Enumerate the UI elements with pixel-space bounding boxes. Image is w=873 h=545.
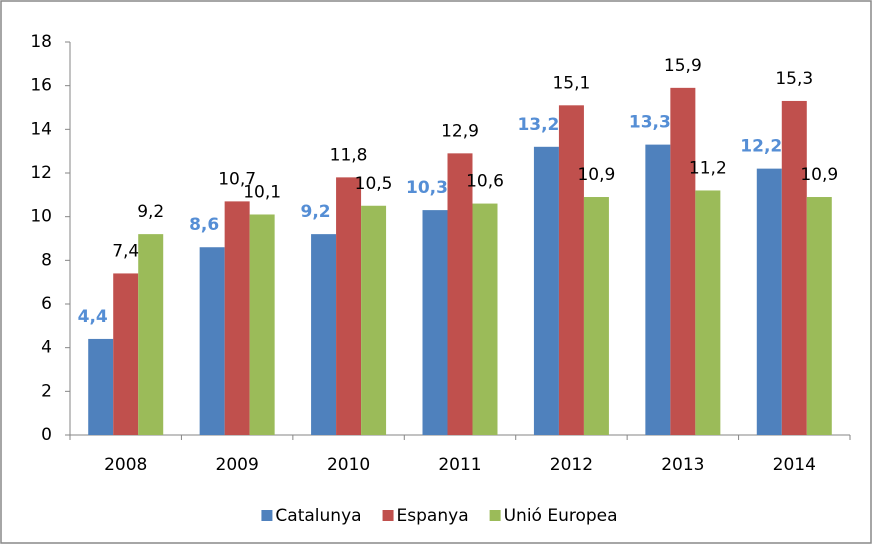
x-tick-label: 2011: [438, 455, 481, 475]
data-label: 10,9: [577, 165, 615, 185]
bar: [756, 168, 782, 435]
bar: [422, 210, 448, 435]
legend-swatch: [382, 510, 394, 521]
bar: [472, 203, 498, 435]
data-label: 13,2: [517, 115, 559, 135]
legend-swatch: [489, 510, 501, 521]
bar: [533, 146, 559, 436]
data-label: 12,2: [740, 137, 782, 157]
y-tick-label: 12: [30, 163, 52, 183]
y-tick-label: 10: [30, 207, 52, 227]
data-label: 9,2: [301, 202, 331, 222]
data-label: 10,3: [406, 178, 448, 198]
x-tick-label: 2012: [550, 455, 593, 475]
bar: [311, 234, 337, 435]
legend-label: Catalunya: [275, 506, 361, 526]
data-label: 10,1: [243, 182, 281, 202]
y-tick-label: 16: [30, 76, 52, 96]
data-label: 15,3: [775, 69, 813, 89]
x-tick-label: 2014: [773, 455, 816, 475]
y-tick-label: 14: [30, 119, 52, 139]
bar: [695, 190, 721, 435]
legend-label: Unió Europea: [504, 506, 618, 526]
x-tick-label: 2008: [104, 455, 147, 475]
y-tick-label: 18: [30, 32, 52, 52]
legend-swatch: [261, 510, 273, 521]
y-tick-label: 4: [41, 338, 52, 358]
y-tick-label: 2: [41, 381, 52, 401]
bar: [199, 247, 225, 435]
data-label: 7,4: [112, 241, 139, 261]
bar: [336, 177, 362, 435]
data-label: 11,2: [689, 158, 727, 178]
data-label: 13,3: [629, 113, 671, 133]
data-label: 15,9: [664, 56, 702, 76]
data-label: 15,1: [552, 73, 590, 93]
bar: [138, 234, 164, 435]
bar: [224, 201, 250, 435]
y-tick-label: 0: [41, 425, 52, 445]
legend-label: Espanya: [397, 506, 469, 526]
data-label: 8,6: [189, 215, 219, 235]
data-label: 10,9: [800, 165, 838, 185]
data-label: 4,4: [78, 307, 108, 327]
y-tick-label: 8: [41, 250, 52, 270]
x-tick-label: 2013: [661, 455, 704, 475]
data-label: 10,7: [218, 169, 256, 189]
data-label: 10,5: [355, 174, 393, 194]
data-label: 9,2: [137, 202, 164, 222]
bar: [447, 153, 473, 435]
x-tick-label: 2009: [216, 455, 259, 475]
bar: [361, 205, 387, 435]
bar: [781, 100, 807, 435]
data-label: 11,8: [330, 145, 368, 165]
bar: [806, 197, 832, 435]
bar: [558, 105, 584, 436]
data-label: 12,9: [441, 121, 479, 141]
bar: [88, 338, 114, 435]
x-tick-label: 2010: [327, 455, 370, 475]
bar: [249, 214, 275, 435]
bar: [670, 87, 696, 435]
y-tick-label: 6: [41, 294, 52, 314]
bar: [583, 197, 609, 435]
bar: [645, 144, 671, 435]
data-label: 10,6: [466, 172, 504, 192]
bar: [113, 273, 139, 435]
